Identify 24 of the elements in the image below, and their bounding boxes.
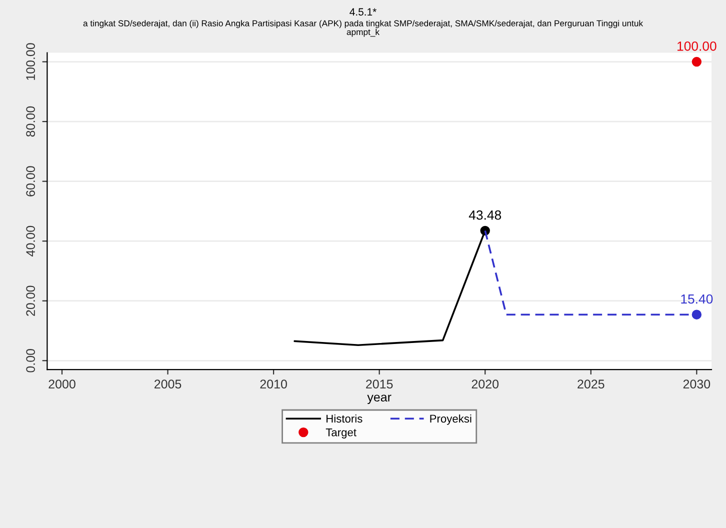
x-tick-label: 2025 xyxy=(578,380,604,389)
legend-label: Target xyxy=(326,428,356,438)
legend-label: Historis xyxy=(326,414,362,423)
x-tick-label: 2000 xyxy=(48,380,76,389)
y-tick-label: 0.00 xyxy=(26,348,35,372)
data-label: 15.40 xyxy=(681,294,713,304)
x-tick-label: 2020 xyxy=(472,380,499,389)
chart-subtitle: a tingkat SD/sederajat, dan (ii) Rasio Angka Partisipasi Kasar (APK) pada tingkat SMP/sederajat, SMA/SMK/sederajat, dan Perguruan Tinggi untuk apmpt_k xyxy=(83,20,644,37)
y-tick-label: 80.00 xyxy=(26,106,35,137)
data-label: 43.48 xyxy=(468,210,502,220)
y-tick-label: 20.00 xyxy=(26,286,35,316)
x-axis-title: year xyxy=(367,394,392,404)
y-tick-label: 40.00 xyxy=(26,226,35,256)
y-tick-label: 60.00 xyxy=(26,166,35,196)
legend-label: Proyeksi xyxy=(430,414,472,425)
data-label: 100.00 xyxy=(678,41,716,51)
y-tick-label: 100.00 xyxy=(26,43,35,80)
x-tick-label: 2030 xyxy=(683,380,710,389)
x-tick-label: 2010 xyxy=(260,380,287,389)
point xyxy=(692,310,702,320)
chart-title: 4.5.1* xyxy=(350,8,376,16)
x-tick-label: 2005 xyxy=(154,380,182,389)
x-tick-label: 2015 xyxy=(366,380,393,389)
point xyxy=(692,56,702,67)
